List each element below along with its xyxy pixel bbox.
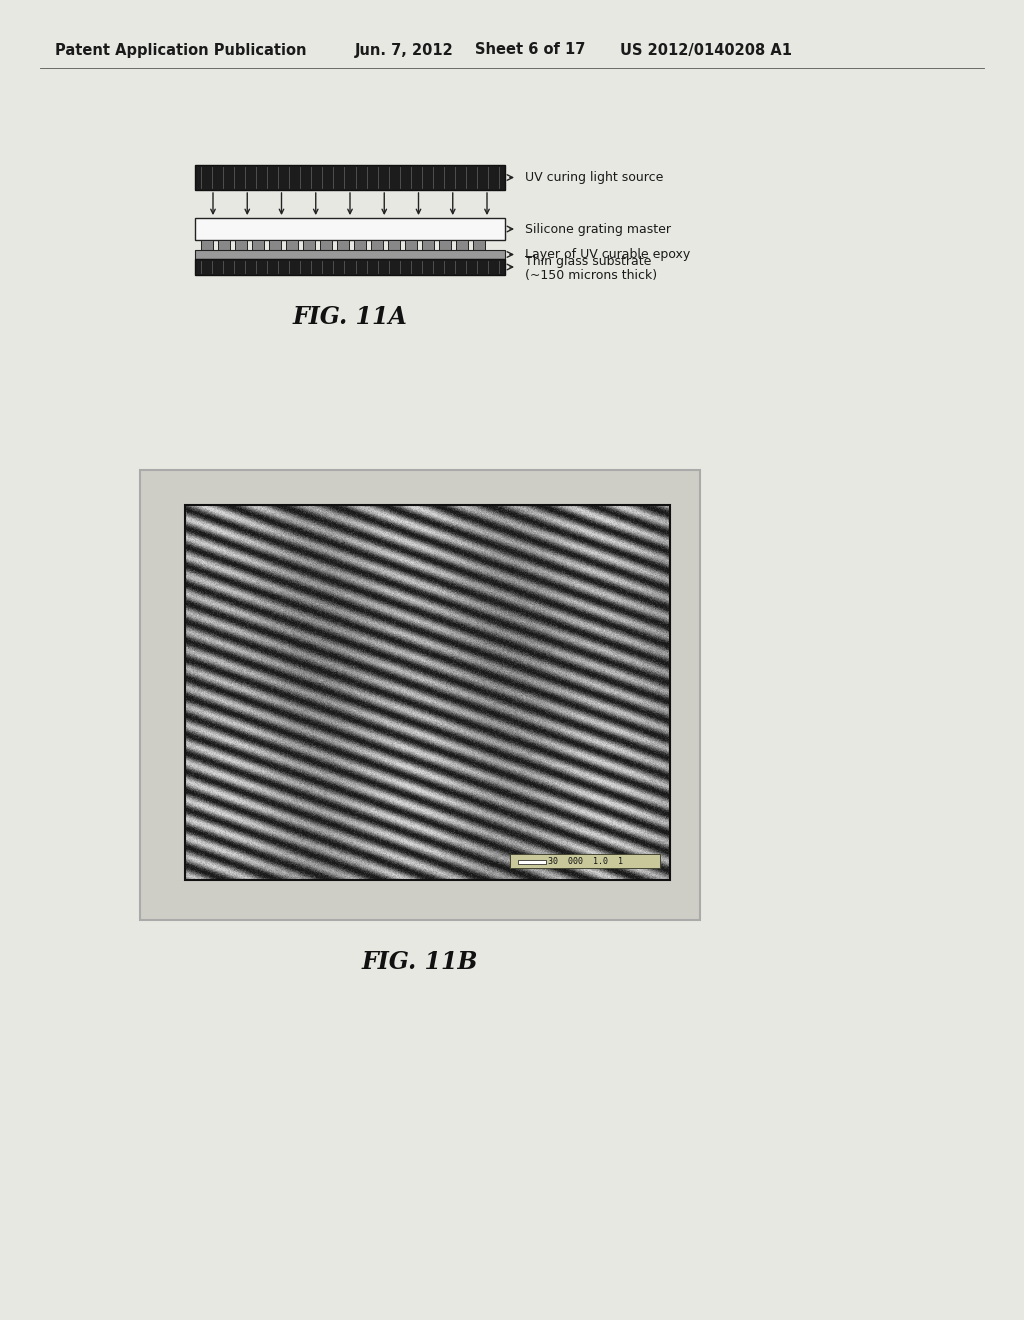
- Bar: [195, 165, 505, 190]
- Text: US 2012/0140208 A1: US 2012/0140208 A1: [620, 42, 792, 58]
- Bar: [518, 861, 546, 865]
- Bar: [354, 240, 366, 249]
- Bar: [371, 240, 383, 249]
- Bar: [303, 240, 315, 249]
- Bar: [195, 249, 505, 259]
- Bar: [252, 240, 264, 249]
- Text: Silicone grating master: Silicone grating master: [525, 223, 671, 235]
- Bar: [218, 240, 230, 249]
- Text: Patent Application Publication: Patent Application Publication: [55, 42, 306, 58]
- Text: Jun. 7, 2012: Jun. 7, 2012: [355, 42, 454, 58]
- Bar: [388, 240, 400, 249]
- Text: (~150 microns thick): (~150 microns thick): [525, 268, 657, 281]
- Bar: [319, 240, 332, 249]
- Bar: [286, 240, 298, 249]
- Bar: [185, 506, 670, 880]
- Bar: [234, 240, 247, 249]
- Bar: [456, 240, 468, 249]
- Bar: [422, 240, 434, 249]
- Text: Sheet 6 of 17: Sheet 6 of 17: [475, 42, 586, 58]
- Text: 30  000  1.0  1: 30 000 1.0 1: [548, 857, 623, 866]
- Text: FIG. 11B: FIG. 11B: [361, 950, 478, 974]
- Bar: [510, 854, 660, 869]
- Bar: [195, 218, 505, 240]
- Bar: [473, 240, 485, 249]
- Text: Thin glass substrate: Thin glass substrate: [525, 255, 651, 268]
- Bar: [406, 240, 417, 249]
- Text: UV curing light source: UV curing light source: [525, 172, 664, 183]
- Text: FIG. 11A: FIG. 11A: [293, 305, 408, 329]
- Bar: [201, 240, 213, 249]
- Text: Layer of UV curable epoxy: Layer of UV curable epoxy: [525, 248, 690, 261]
- Bar: [269, 240, 281, 249]
- Bar: [439, 240, 451, 249]
- Bar: [195, 259, 505, 275]
- Bar: [140, 470, 700, 920]
- Bar: [337, 240, 349, 249]
